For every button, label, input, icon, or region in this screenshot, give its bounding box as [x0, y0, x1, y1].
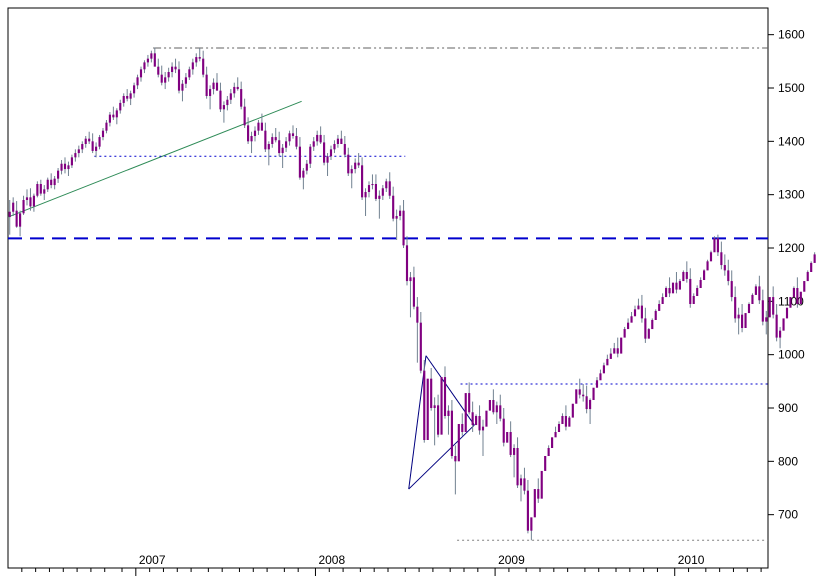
svg-text:1200: 1200: [778, 241, 805, 255]
svg-text:900: 900: [778, 401, 798, 415]
svg-text:1400: 1400: [778, 134, 805, 148]
svg-text:2010: 2010: [678, 553, 705, 567]
svg-text:800: 800: [778, 454, 798, 468]
svg-text:700: 700: [778, 508, 798, 522]
svg-text:1300: 1300: [778, 188, 805, 202]
svg-text:1500: 1500: [778, 81, 805, 95]
candlestick-chart: 7008009001000110012001300140015001600200…: [0, 0, 817, 580]
svg-text:2008: 2008: [318, 553, 345, 567]
svg-text:1600: 1600: [778, 28, 805, 42]
svg-text:1000: 1000: [778, 348, 805, 362]
svg-text:2009: 2009: [498, 553, 525, 567]
chart-svg: 7008009001000110012001300140015001600200…: [0, 0, 817, 580]
svg-text:2007: 2007: [139, 553, 166, 567]
